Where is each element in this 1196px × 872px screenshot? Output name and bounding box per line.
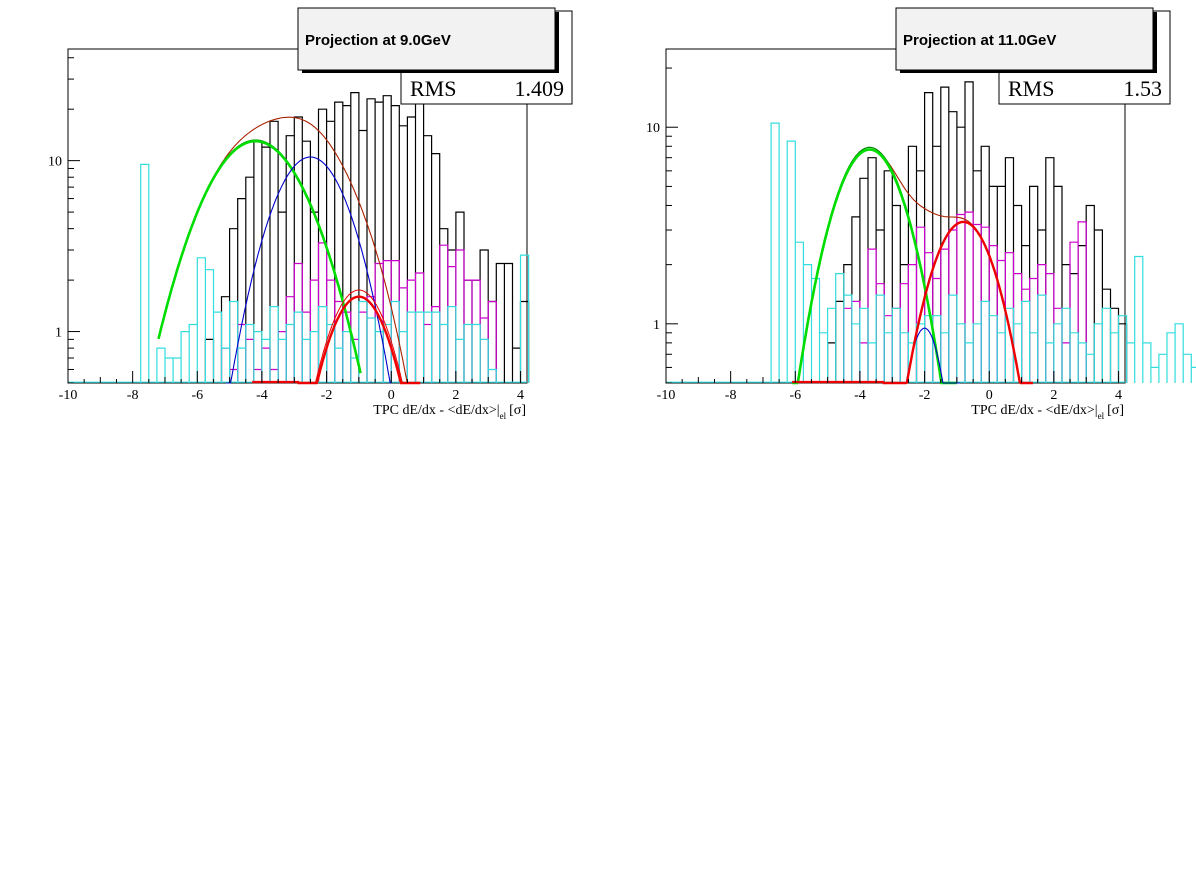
plot-frame (67, 48, 528, 384)
histogram-data (827, 81, 1128, 383)
y-tick-label: 1 (55, 326, 62, 341)
plot-frame (665, 48, 1126, 384)
chart-panel-11gev: -10 -8 -6 -4 -2 0 2 4 1 10 TPC dE/dx - <dE/dx>|el… (646, 7, 1196, 421)
x-tick-label: -8 (725, 388, 737, 403)
x-tick-label: 0 (388, 388, 395, 403)
fit-curve-kaon (226, 156, 392, 384)
x-tick-label: -6 (789, 388, 801, 403)
x-tick-label: -4 (854, 388, 866, 403)
x-axis-title-subscript: el (500, 411, 507, 421)
x-tick-label: 4 (1115, 388, 1122, 403)
x-tick-label: -8 (127, 388, 139, 403)
x-tick-label: -10 (657, 388, 676, 403)
histogram-cyan (140, 163, 530, 383)
fit-layer (792, 146, 1033, 385)
x-tick-label: 2 (452, 388, 459, 403)
x-axis-title: TPC dE/dx - <dE/dx>|el [σ] (971, 403, 1124, 421)
title-box-frame (895, 7, 1154, 71)
y-tick-label: 10 (48, 155, 62, 170)
title-box-frame (297, 7, 556, 71)
fit-layer (157, 116, 421, 385)
x-axis-title-main: TPC dE/dx - <dE/dx>| (971, 403, 1097, 418)
x-axis-title-subscript: el (1098, 411, 1105, 421)
fit-curve-pion (792, 148, 957, 385)
x-tick-label: 4 (517, 388, 524, 403)
fit-curve-electron (882, 220, 1033, 385)
axis-layer: -10 -8 -6 -4 -2 0 2 4 1 10 (646, 67, 1122, 403)
fit-curve-electron (297, 295, 421, 385)
stats-rms-value: 1.409 (515, 76, 565, 101)
x-axis-title: TPC dE/dx - <dE/dx>|el [σ] (373, 403, 526, 421)
x-axis-title-main: TPC dE/dx - <dE/dx>| (373, 403, 499, 418)
histogram-cyan (770, 122, 1196, 383)
title-box: Projection at 9.0GeV (297, 7, 559, 73)
x-axis-title-units: [σ] (1107, 403, 1124, 418)
stats-rms-label: RMS (1008, 76, 1054, 101)
chart-title: Projection at 9.0GeV (305, 32, 451, 49)
x-tick-label: 0 (986, 388, 993, 403)
x-axis-title-units: [σ] (509, 403, 526, 418)
stats-rms-value: 1.53 (1124, 76, 1163, 101)
chart-panel-9gev: -10 -8 -6 -4 -2 0 2 4 1 10 TPC dE/dx - <dE/dx>|el… (48, 7, 573, 421)
x-tick-label: -10 (59, 388, 78, 403)
fit-curve-electron_thin (297, 289, 421, 384)
y-tick-label: 1 (653, 318, 660, 333)
axis-layer: -10 -8 -6 -4 -2 0 2 4 1 10 (48, 57, 524, 403)
x-tick-label: -2 (321, 388, 333, 403)
fit-curve-pion (157, 139, 362, 374)
x-tick-label: 2 (1050, 388, 1057, 403)
x-tick-label: -4 (256, 388, 268, 403)
x-tick-label: -6 (191, 388, 203, 403)
stats-rms-label: RMS (410, 76, 456, 101)
series-layer (68, 92, 530, 383)
chart-title: Projection at 11.0GeV (903, 32, 1056, 49)
x-tick-label: -2 (919, 388, 931, 403)
title-box: Projection at 11.0GeV (895, 7, 1157, 73)
y-tick-label: 10 (646, 121, 660, 136)
